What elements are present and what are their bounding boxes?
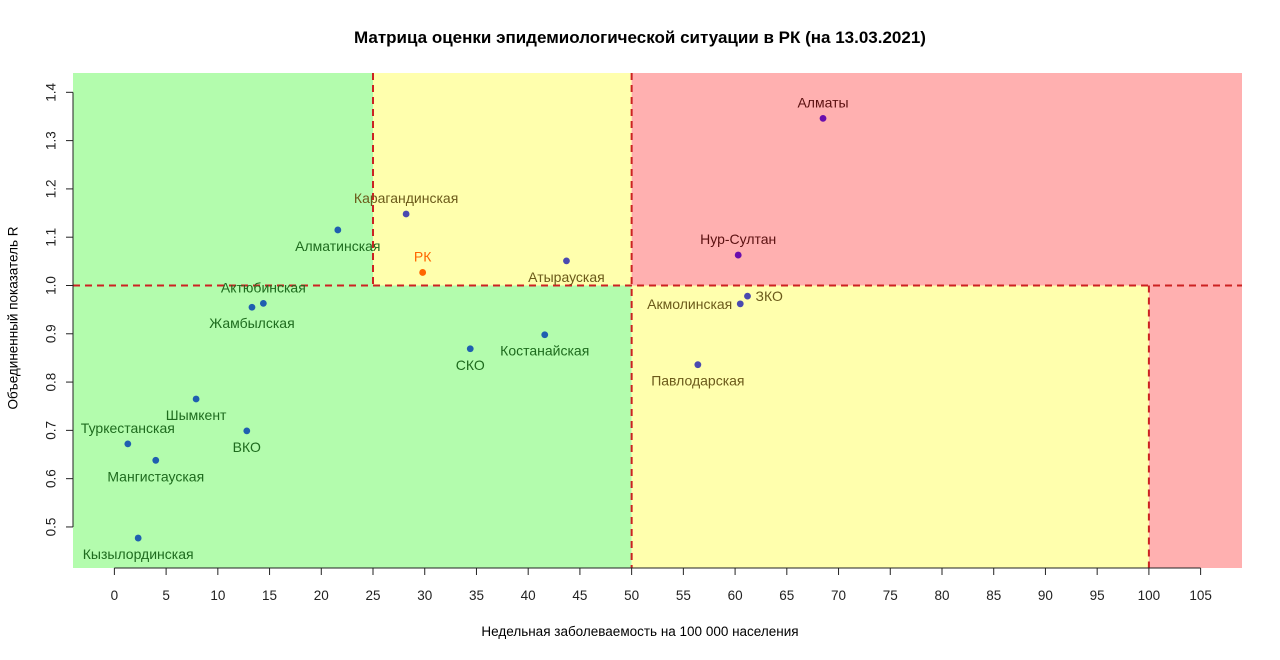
x-tick-label: 55	[676, 588, 691, 603]
point-label: Карагандинская	[354, 190, 458, 206]
y-tick-label: 0.5	[44, 518, 59, 537]
y-tick-label: 1.0	[44, 276, 59, 295]
x-tick-label: 25	[365, 588, 380, 603]
x-axis-label: Недельная заболеваемость на 100 000 насе…	[481, 624, 799, 639]
point-label: Шымкент	[166, 407, 227, 423]
zone-2	[373, 73, 632, 286]
point	[248, 303, 256, 311]
point	[243, 427, 251, 435]
point	[744, 292, 751, 300]
point	[259, 299, 267, 307]
point-label: Атырауская	[528, 269, 605, 285]
x-tick-label: 80	[934, 588, 949, 603]
threshold-lines-layer	[73, 73, 1242, 568]
zone-3	[631, 285, 1149, 568]
y-tick-label: 0.6	[44, 469, 59, 488]
x-tick-label: 105	[1189, 588, 1212, 603]
x-tick-label: 100	[1138, 588, 1161, 603]
point	[334, 226, 342, 234]
x-tick-label: 5	[162, 588, 170, 603]
point	[736, 300, 744, 308]
x-tick-label: 45	[572, 588, 587, 603]
y-tick-label: 1.4	[44, 82, 59, 101]
y-tick-label: 1.3	[44, 131, 59, 150]
point	[563, 257, 570, 265]
point	[152, 456, 160, 464]
point-label: Нур-Султан	[700, 231, 776, 247]
point-label: Жамбылская	[209, 315, 294, 331]
point-label: Мангистауская	[107, 468, 204, 484]
x-tick-label: 60	[728, 588, 743, 603]
x-tick-label: 50	[624, 588, 639, 603]
point-label: ВКО	[233, 439, 261, 455]
point	[124, 440, 132, 448]
x-tick-label: 70	[831, 588, 846, 603]
x-tick-label: 15	[262, 588, 277, 603]
x-tick-label: 35	[469, 588, 484, 603]
x-tick-label: 65	[779, 588, 794, 603]
chart-title: Матрица оценки эпидемиологической ситуац…	[354, 28, 926, 47]
point-label: Туркестанская	[81, 420, 175, 436]
x-tick-label: 10	[210, 588, 225, 603]
y-tick-label: 0.7	[44, 421, 59, 440]
zone-0	[73, 285, 632, 568]
point	[419, 269, 427, 276]
zone-4	[631, 73, 1242, 286]
point	[694, 361, 702, 369]
point-label: Актюбинская	[221, 279, 306, 295]
x-tick-label: 20	[314, 588, 329, 603]
point	[402, 210, 410, 218]
x-tick-label: 40	[521, 588, 536, 603]
y-tick-label: 0.9	[44, 324, 59, 343]
point	[819, 114, 827, 122]
zone-5	[1148, 285, 1242, 568]
zones-layer	[73, 73, 1242, 568]
point-label: РК	[414, 248, 432, 264]
point-label: Алматинская	[295, 238, 380, 254]
x-tick-label: 85	[986, 588, 1001, 603]
point-label: Павлодарская	[651, 373, 744, 389]
y-tick-label: 1.2	[44, 180, 59, 199]
point	[192, 395, 200, 403]
point-label: Алматы	[797, 94, 848, 110]
point	[134, 534, 142, 542]
point-label: СКО	[456, 357, 485, 373]
point	[734, 251, 742, 259]
x-tick-label: 0	[111, 588, 119, 603]
y-axis-label: Объединенный показатель R	[5, 226, 21, 410]
point-label: Акмолинская	[647, 296, 732, 312]
x-tick-label: 95	[1090, 588, 1105, 603]
point-label: Костанайская	[500, 343, 589, 359]
y-tick-label: 0.8	[44, 373, 59, 392]
point-labels-layer: Алматы Нур-Султан ЗКО Акмолинская Павлодарск…	[81, 94, 849, 562]
x-tick-label: 90	[1038, 588, 1053, 603]
point-label: Кызылординская	[83, 546, 194, 562]
point-label: ЗКО	[756, 288, 783, 304]
x-tick-label: 75	[883, 588, 898, 603]
x-tick-label: 30	[417, 588, 432, 603]
zone-1	[73, 73, 374, 286]
points-layer	[124, 114, 827, 542]
axes-layer: 0 5 10 15 20 25 30 35 40 45 50 55 60 65 70 75 80 85 90 95 10…	[44, 82, 1212, 603]
point	[466, 345, 474, 353]
y-tick-label: 1.1	[44, 228, 59, 247]
point	[541, 331, 549, 339]
